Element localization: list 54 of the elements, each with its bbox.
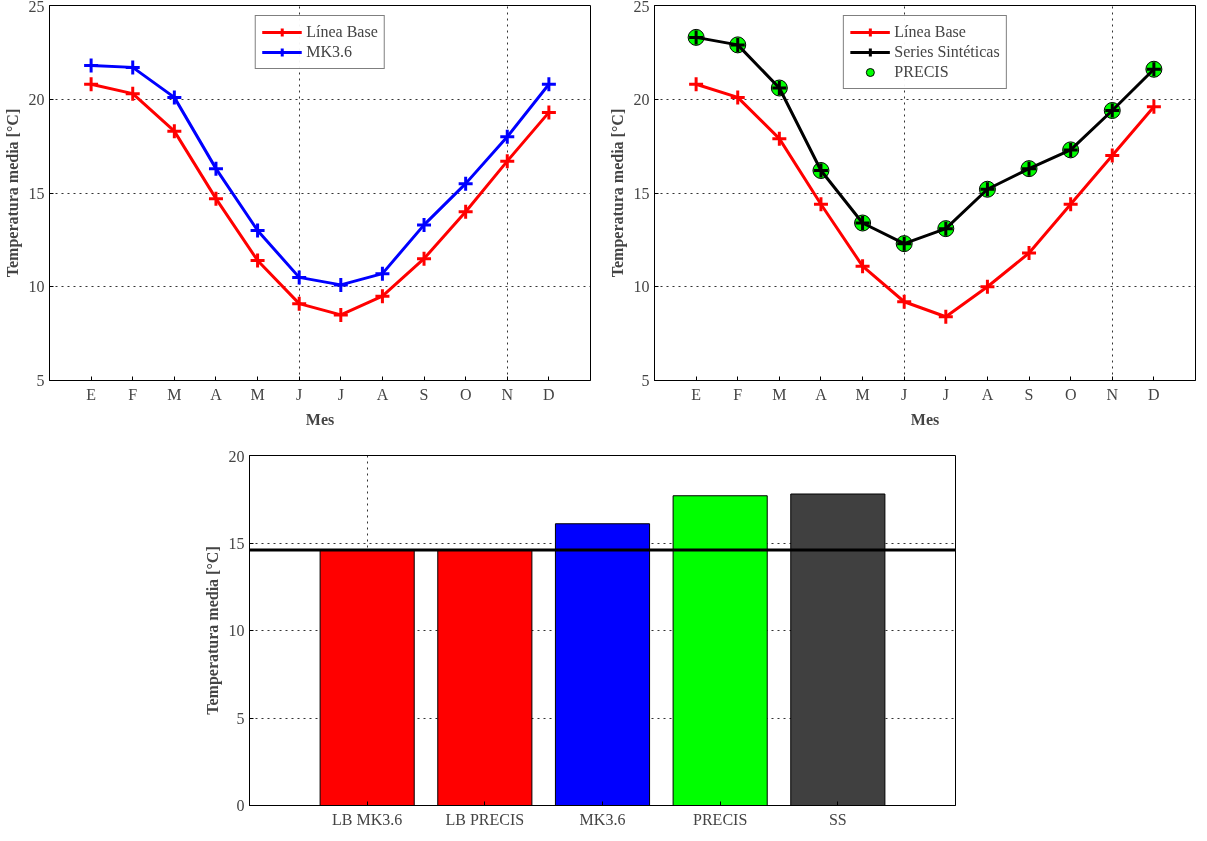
legend-label: Línea Base bbox=[894, 23, 966, 41]
x-tick-label: A bbox=[981, 385, 994, 403]
x-tick-label: D bbox=[1148, 385, 1160, 403]
x-tick-label: J bbox=[337, 385, 344, 403]
x-tick-label: LB MK3.6 bbox=[332, 810, 403, 828]
x-tick-label: M bbox=[772, 385, 787, 403]
x-tick-label: MK3.6 bbox=[579, 810, 626, 828]
x-tick-label: J bbox=[296, 385, 303, 403]
legend-label: PRECIS bbox=[894, 63, 949, 81]
x-tick-label: SS bbox=[828, 810, 847, 828]
y-tick-label: 15 bbox=[228, 534, 245, 552]
x-tick-label: M bbox=[250, 385, 265, 403]
legend-label: MK3.6 bbox=[306, 43, 353, 61]
legend-label: Línea Base bbox=[306, 23, 378, 41]
y-tick-label: 20 bbox=[28, 90, 45, 108]
y-tick-label: 5 bbox=[36, 372, 45, 389]
x-tick-label: S bbox=[1024, 385, 1034, 403]
x-tick-label: J bbox=[942, 385, 949, 403]
x-tick-label: A bbox=[376, 385, 389, 403]
x-tick-label: O bbox=[459, 385, 472, 403]
x-axis-title: Mes bbox=[305, 410, 335, 428]
y-tick-label: 10 bbox=[28, 278, 45, 296]
x-tick-label: S bbox=[419, 385, 429, 403]
legend-label: Series Sintéticas bbox=[894, 43, 1000, 61]
y-tick-label: 20 bbox=[228, 447, 245, 465]
y-tick-label: 25 bbox=[28, 0, 45, 15]
x-axis-title: Mes bbox=[910, 410, 940, 428]
x-tick-label: M bbox=[855, 385, 870, 403]
x-tick-label: M bbox=[167, 385, 182, 403]
x-tick-label: A bbox=[210, 385, 223, 403]
y-axis-title: Temperatura media [°C] bbox=[608, 108, 627, 278]
y-tick-label: 15 bbox=[28, 184, 45, 202]
y-tick-label: 10 bbox=[633, 278, 650, 296]
x-tick-label: LB PRECIS bbox=[445, 810, 525, 828]
y-tick-label: 15 bbox=[633, 184, 650, 202]
x-tick-label: J bbox=[901, 385, 908, 403]
x-tick-label: O bbox=[1064, 385, 1077, 403]
x-tick-label: D bbox=[543, 385, 555, 403]
x-tick-label: N bbox=[501, 385, 514, 403]
x-tick-label: N bbox=[1106, 385, 1119, 403]
x-tick-label: E bbox=[691, 385, 702, 403]
y-tick-label: 10 bbox=[228, 622, 245, 639]
y-axis-title: Temperatura media [°C] bbox=[203, 546, 222, 715]
x-tick-label: F bbox=[128, 385, 138, 403]
y-tick-label: 5 bbox=[641, 372, 650, 389]
x-tick-label: PRECIS bbox=[693, 810, 748, 828]
x-tick-label: A bbox=[815, 385, 828, 403]
y-tick-label: 25 bbox=[633, 0, 650, 15]
x-tick-label: F bbox=[733, 385, 743, 403]
x-tick-label: E bbox=[86, 385, 97, 403]
y-tick-label: 5 bbox=[236, 709, 245, 727]
y-tick-label: 0 bbox=[236, 797, 245, 814]
y-axis-title: Temperatura media [°C] bbox=[3, 108, 22, 278]
y-tick-label: 20 bbox=[633, 90, 650, 108]
